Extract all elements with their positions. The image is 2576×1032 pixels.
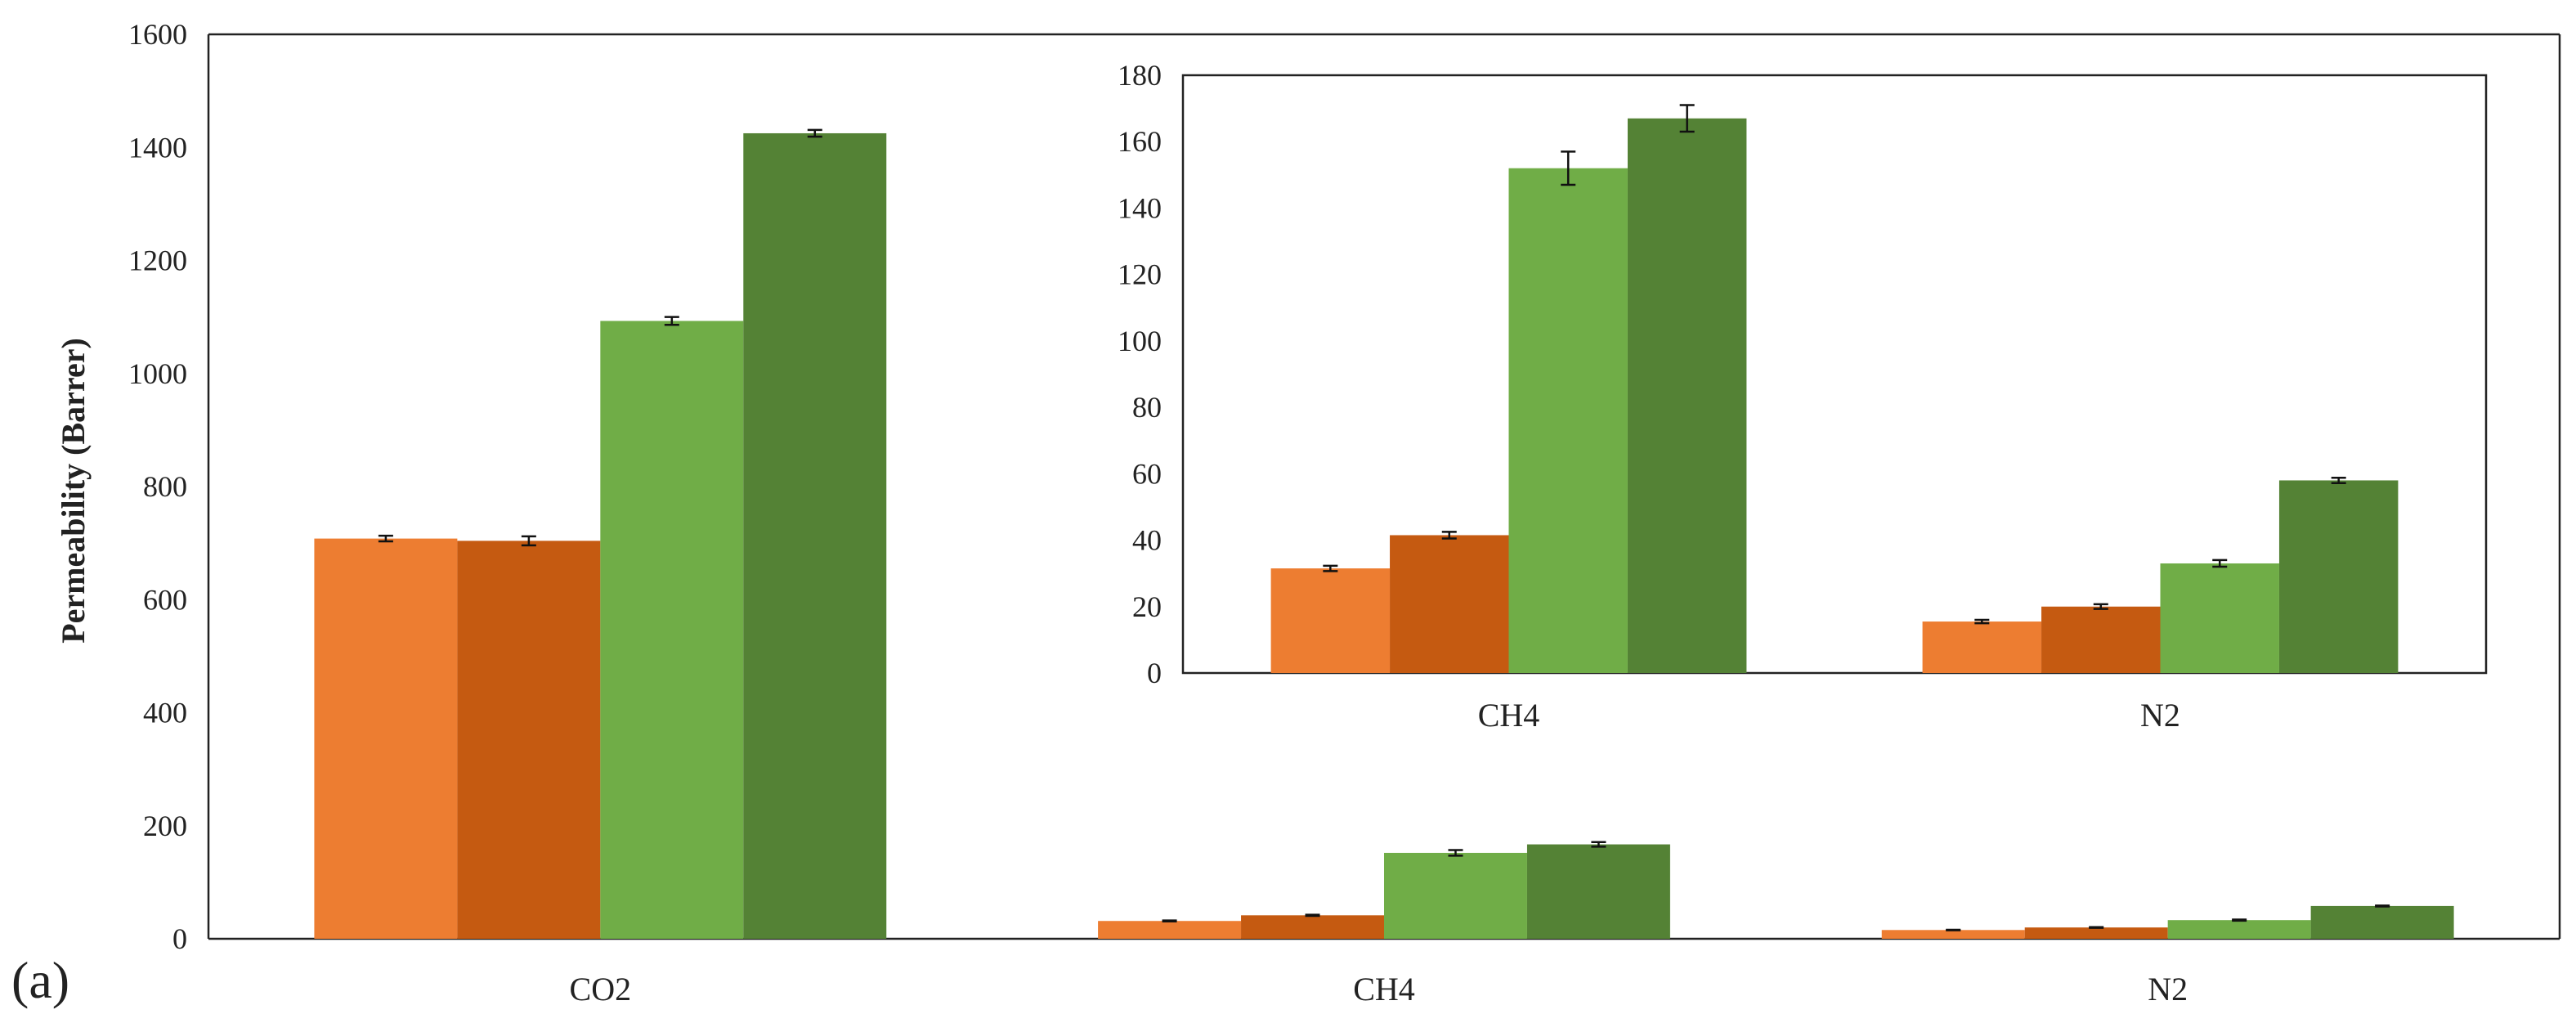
inset-bar-n2-s2 — [2041, 606, 2161, 673]
inset-bar-ch4-s4 — [1627, 118, 1747, 674]
inset-bar-n2-s1 — [1922, 621, 2042, 673]
main-y-tick-label: 0 — [172, 922, 187, 955]
inset-category-label: CH4 — [1478, 697, 1540, 734]
main-bar-ch4-s4 — [1526, 844, 1670, 939]
inset-y-tick-label: 180 — [1118, 59, 1162, 92]
main-bar-n2-s1 — [1881, 930, 2025, 939]
inset-bar-n2-s4 — [2278, 480, 2399, 673]
main-category-label: N2 — [2148, 971, 2188, 1007]
inset-y-tick-label: 0 — [1147, 657, 1162, 689]
inset-bar-ch4-s1 — [1270, 568, 1391, 673]
main-y-tick-label: 600 — [143, 583, 187, 616]
main-bar-n2-s2 — [2024, 927, 2168, 939]
inset-category-label: N2 — [2140, 697, 2180, 734]
main-y-tick-label: 1400 — [128, 131, 187, 164]
panel-label: (a) — [11, 951, 69, 1009]
main-bar-co2-s4 — [743, 132, 887, 939]
main-bar-ch4-s3 — [1384, 852, 1527, 939]
inset-plot-area: 0 20 40 60 80 100 120 140 160 180 CH4 N2 — [1118, 59, 2488, 734]
main-bar-co2-s2 — [457, 541, 601, 939]
y-axis-title: Permeability (Barrer) — [55, 338, 92, 644]
main-bar-n2-s3 — [2167, 920, 2311, 939]
inset-y-tick-label: 100 — [1118, 325, 1162, 357]
inset-bar-ch4-s2 — [1390, 535, 1509, 673]
main-bar-co2-s3 — [600, 321, 744, 939]
inset-y-tick-label: 20 — [1132, 590, 1162, 623]
main-y-tick-label: 400 — [143, 697, 187, 729]
inset-y-tick-label: 160 — [1118, 125, 1162, 158]
inset-y-tick-label: 140 — [1118, 191, 1162, 224]
main-y-tick-label: 800 — [143, 470, 187, 503]
main-bar-co2-s1 — [314, 538, 458, 939]
inset-bar-n2-s3 — [2160, 563, 2279, 673]
inset-frame — [1181, 74, 2488, 675]
inset-y-tick-label: 40 — [1132, 524, 1162, 557]
inset-bar-ch4-s3 — [1508, 168, 1628, 673]
main-category-label: CO2 — [570, 971, 632, 1007]
inset-y-tick-label: 60 — [1132, 457, 1162, 490]
main-y-tick-label: 1000 — [128, 357, 187, 390]
main-y-tick-label: 1600 — [128, 18, 187, 51]
main-bar-ch4-s2 — [1241, 915, 1384, 939]
main-category-label: CH4 — [1353, 971, 1415, 1007]
inset-y-tick-label: 120 — [1118, 258, 1162, 291]
main-bar-n2-s4 — [2310, 905, 2454, 939]
main-y-tick-label: 1200 — [128, 245, 187, 277]
main-bar-ch4-s1 — [1098, 921, 1242, 939]
main-y-tick-label: 200 — [143, 810, 187, 842]
inset-y-tick-label: 80 — [1132, 391, 1162, 424]
